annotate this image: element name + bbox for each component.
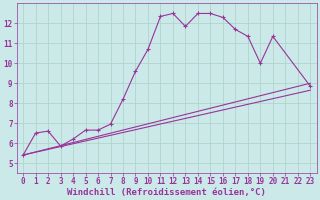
X-axis label: Windchill (Refroidissement éolien,°C): Windchill (Refroidissement éolien,°C) (67, 188, 266, 197)
